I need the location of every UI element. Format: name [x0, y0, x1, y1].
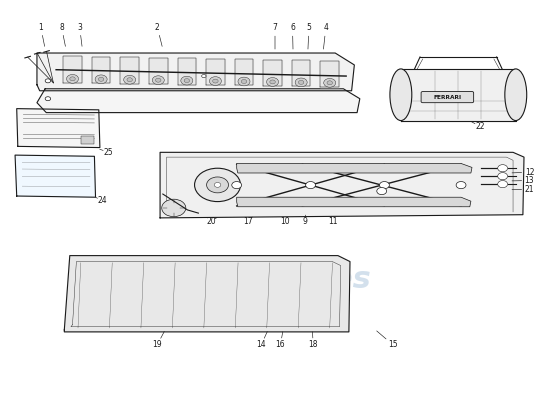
Circle shape	[184, 79, 190, 82]
Text: 6: 6	[290, 23, 295, 32]
Circle shape	[498, 165, 508, 172]
Text: 14: 14	[256, 340, 266, 349]
Text: 22: 22	[475, 122, 485, 131]
Circle shape	[379, 182, 389, 189]
Circle shape	[156, 78, 161, 82]
Circle shape	[152, 76, 164, 84]
Polygon shape	[160, 152, 524, 218]
Circle shape	[306, 182, 316, 189]
Circle shape	[127, 78, 133, 82]
Circle shape	[270, 80, 276, 84]
Circle shape	[295, 78, 307, 87]
Polygon shape	[401, 69, 516, 120]
Circle shape	[67, 74, 79, 83]
Circle shape	[267, 78, 279, 86]
Circle shape	[45, 79, 51, 83]
Text: eurospares: eurospares	[179, 265, 371, 294]
FancyBboxPatch shape	[421, 92, 474, 103]
Circle shape	[238, 77, 250, 86]
Circle shape	[202, 74, 206, 78]
Polygon shape	[292, 60, 310, 86]
Text: 25: 25	[104, 148, 113, 157]
Polygon shape	[149, 58, 168, 84]
Polygon shape	[92, 57, 111, 83]
Text: 1: 1	[39, 23, 43, 32]
Circle shape	[70, 77, 75, 81]
Circle shape	[498, 180, 508, 188]
Circle shape	[299, 80, 304, 84]
Polygon shape	[37, 89, 360, 113]
Text: 13: 13	[525, 176, 534, 185]
Text: 9: 9	[302, 217, 307, 226]
Text: 19: 19	[152, 340, 162, 349]
Circle shape	[377, 188, 387, 195]
Text: 15: 15	[388, 340, 398, 349]
Circle shape	[45, 97, 51, 101]
Circle shape	[195, 168, 240, 202]
Text: 7: 7	[273, 23, 277, 32]
Text: 24: 24	[97, 196, 107, 205]
Polygon shape	[63, 56, 82, 83]
Text: 20: 20	[206, 217, 216, 226]
Text: 17: 17	[243, 217, 252, 226]
Text: eurospares: eurospares	[179, 146, 371, 175]
Text: 3: 3	[77, 23, 82, 32]
Polygon shape	[235, 59, 254, 86]
Circle shape	[498, 172, 508, 180]
Text: 18: 18	[309, 340, 318, 349]
Circle shape	[207, 177, 228, 193]
Circle shape	[210, 77, 222, 86]
Polygon shape	[178, 58, 196, 84]
Circle shape	[95, 75, 107, 84]
Circle shape	[213, 79, 218, 83]
Text: 10: 10	[280, 217, 290, 226]
Text: 21: 21	[525, 185, 534, 194]
Text: 11: 11	[328, 217, 338, 226]
Polygon shape	[263, 60, 282, 86]
Text: 5: 5	[306, 23, 311, 32]
Circle shape	[181, 76, 193, 85]
Circle shape	[98, 77, 104, 81]
Ellipse shape	[505, 69, 527, 120]
Circle shape	[327, 81, 332, 85]
Polygon shape	[15, 155, 96, 197]
Polygon shape	[64, 256, 350, 332]
Text: 12: 12	[525, 168, 534, 177]
Circle shape	[214, 182, 221, 187]
Text: FERRARI: FERRARI	[433, 95, 461, 100]
Circle shape	[456, 182, 466, 189]
Text: 4: 4	[323, 23, 328, 32]
Polygon shape	[236, 164, 472, 173]
Text: 16: 16	[276, 340, 285, 349]
Polygon shape	[120, 57, 139, 84]
Text: 8: 8	[59, 23, 64, 32]
Polygon shape	[206, 59, 225, 85]
Polygon shape	[321, 61, 339, 87]
Polygon shape	[16, 109, 100, 148]
Circle shape	[162, 199, 186, 217]
Text: 2: 2	[155, 23, 160, 32]
Bar	[81, 136, 95, 144]
Circle shape	[232, 182, 241, 189]
Polygon shape	[37, 53, 354, 91]
Polygon shape	[236, 197, 471, 207]
Circle shape	[124, 75, 136, 84]
Circle shape	[241, 80, 247, 84]
Ellipse shape	[390, 69, 412, 120]
Circle shape	[324, 78, 336, 87]
